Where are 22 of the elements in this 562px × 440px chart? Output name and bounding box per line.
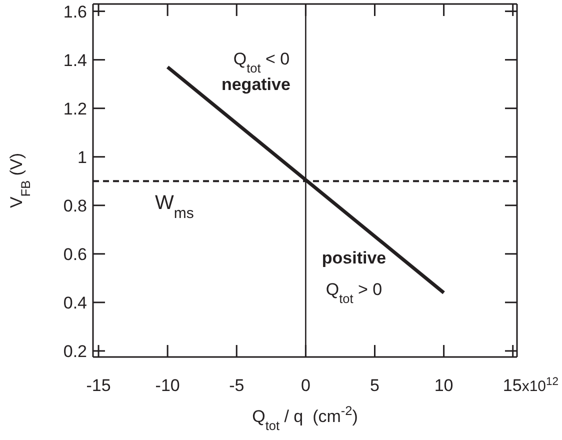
x-tick-label: 15	[502, 376, 522, 395]
y-tick-label: 0.4	[63, 293, 87, 312]
y-tick-label: 0.6	[63, 244, 87, 264]
y-tick-label: 1.2	[63, 99, 87, 118]
y-tick-label: 0.2	[63, 342, 87, 361]
x-tick-label: 10	[434, 376, 454, 395]
y-tick-label: 1	[78, 148, 87, 167]
x-tick-label: -5	[229, 376, 244, 395]
annotation: Q$_{tot}$ > 0	[326, 280, 382, 306]
y-tick-label: 1.6	[63, 2, 87, 22]
annotation: positive	[322, 248, 386, 268]
text: x10$^{12}$	[522, 376, 559, 395]
x-axis-title: Q$_{tot}$ / q (cm$^{-2}$)	[252, 402, 358, 432]
ref-line-label: W$_{ms}$	[155, 192, 194, 222]
y-tick-label: 1.4	[63, 50, 87, 70]
x-tick-label: -10	[155, 376, 180, 395]
x-tick-label: -15	[86, 376, 111, 395]
annotation: Q$_{tot}$ < 0	[233, 50, 290, 76]
annotation: negative	[221, 75, 290, 94]
x-tick-label: 5	[370, 376, 380, 395]
x-tick-label: 0	[300, 376, 310, 395]
y-tick-label: 0.8	[63, 196, 87, 216]
